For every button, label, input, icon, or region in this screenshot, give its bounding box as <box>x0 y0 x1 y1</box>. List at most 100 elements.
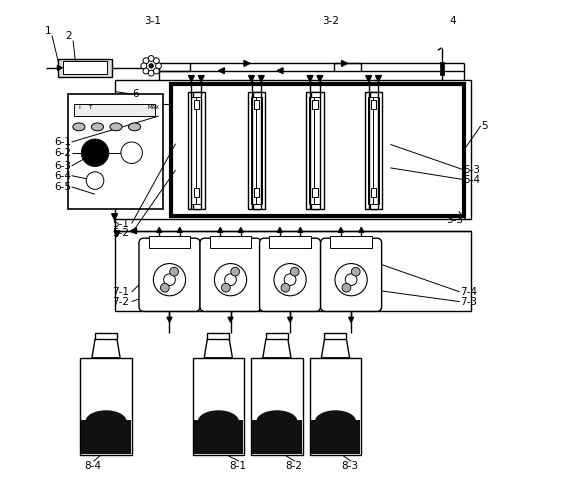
Polygon shape <box>263 339 291 358</box>
Polygon shape <box>177 227 182 232</box>
Bar <box>252 420 302 455</box>
Polygon shape <box>321 339 350 358</box>
Bar <box>248 92 260 209</box>
Circle shape <box>141 63 147 69</box>
Bar <box>266 333 288 339</box>
Polygon shape <box>188 76 194 82</box>
Polygon shape <box>244 60 250 66</box>
Bar <box>251 97 256 204</box>
Bar <box>311 92 324 209</box>
Circle shape <box>345 274 357 286</box>
Bar <box>310 358 361 456</box>
Text: 3-2: 3-2 <box>322 16 339 26</box>
Text: 3-1: 3-1 <box>144 16 161 26</box>
FancyBboxPatch shape <box>320 238 381 311</box>
Circle shape <box>153 264 186 296</box>
Bar <box>324 333 346 339</box>
Text: 5-1: 5-1 <box>112 218 129 228</box>
Bar <box>207 333 229 339</box>
Circle shape <box>351 267 360 276</box>
Bar <box>194 420 243 455</box>
Text: 8-1: 8-1 <box>229 461 246 471</box>
Ellipse shape <box>315 410 356 432</box>
Text: 5-3: 5-3 <box>464 165 481 175</box>
Circle shape <box>148 55 154 61</box>
Bar <box>58 58 112 77</box>
Circle shape <box>215 264 247 296</box>
Circle shape <box>342 283 351 292</box>
Ellipse shape <box>91 123 104 131</box>
Circle shape <box>335 264 367 296</box>
Circle shape <box>153 58 159 64</box>
Text: 7-3: 7-3 <box>460 297 477 307</box>
Bar <box>373 97 379 204</box>
Bar <box>210 236 251 248</box>
Circle shape <box>148 70 154 76</box>
Bar <box>371 100 376 109</box>
Polygon shape <box>114 231 120 237</box>
Text: 8-3: 8-3 <box>342 461 359 471</box>
Polygon shape <box>277 68 283 74</box>
Text: 6-5: 6-5 <box>54 182 71 192</box>
Polygon shape <box>288 317 293 322</box>
Text: MAX: MAX <box>147 105 160 110</box>
Bar <box>82 420 131 455</box>
Bar <box>80 358 132 456</box>
Text: 6-1: 6-1 <box>54 137 71 147</box>
Bar <box>331 236 372 248</box>
Circle shape <box>231 267 239 276</box>
Bar <box>253 92 265 209</box>
Polygon shape <box>198 76 204 82</box>
Ellipse shape <box>198 410 239 432</box>
Bar <box>74 104 155 116</box>
Bar <box>68 94 164 209</box>
Circle shape <box>143 58 149 64</box>
Bar <box>192 358 244 456</box>
Polygon shape <box>258 76 264 82</box>
Bar <box>368 97 374 204</box>
Text: 6-4: 6-4 <box>54 171 71 181</box>
Text: 5-2: 5-2 <box>112 228 129 238</box>
Bar <box>114 80 471 218</box>
Polygon shape <box>204 339 233 358</box>
Polygon shape <box>338 227 344 232</box>
Bar <box>191 97 196 204</box>
Bar <box>365 92 377 209</box>
FancyBboxPatch shape <box>139 238 200 311</box>
Ellipse shape <box>73 123 85 131</box>
Polygon shape <box>57 65 62 70</box>
Bar <box>314 97 320 204</box>
Text: 1: 1 <box>45 26 52 36</box>
Polygon shape <box>342 60 348 66</box>
Bar <box>256 97 261 204</box>
Circle shape <box>284 274 296 286</box>
Bar <box>192 92 205 209</box>
Bar <box>306 92 319 209</box>
Polygon shape <box>375 76 381 82</box>
Polygon shape <box>228 317 233 322</box>
Polygon shape <box>317 76 323 82</box>
Circle shape <box>225 274 237 286</box>
Bar <box>194 100 199 109</box>
Polygon shape <box>157 227 162 232</box>
Bar <box>269 236 311 248</box>
Circle shape <box>170 267 178 276</box>
Bar <box>311 420 360 455</box>
Bar <box>312 188 318 197</box>
Bar <box>194 188 199 197</box>
Bar <box>251 358 303 456</box>
Text: 8-4: 8-4 <box>84 461 101 471</box>
Circle shape <box>86 172 104 190</box>
Ellipse shape <box>110 123 122 131</box>
Polygon shape <box>238 227 243 232</box>
Polygon shape <box>277 227 282 232</box>
Circle shape <box>160 283 169 292</box>
Circle shape <box>82 139 109 166</box>
Text: 7-4: 7-4 <box>460 287 477 297</box>
Bar <box>171 84 464 216</box>
Polygon shape <box>248 76 255 82</box>
Text: 4: 4 <box>449 16 456 26</box>
Bar <box>254 188 259 197</box>
Text: 5: 5 <box>481 121 487 131</box>
Polygon shape <box>112 214 118 219</box>
